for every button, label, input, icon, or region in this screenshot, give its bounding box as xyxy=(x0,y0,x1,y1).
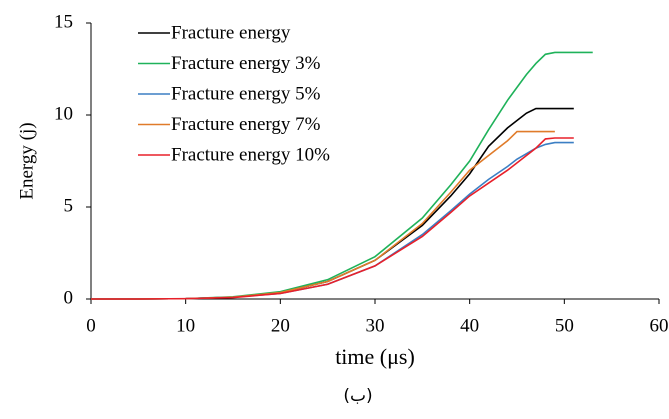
legend-label: Fracture energy 10% xyxy=(171,144,330,165)
legend-label: Fracture energy 5% xyxy=(171,83,321,104)
caption: (ب) xyxy=(343,386,372,406)
series-line xyxy=(91,137,574,300)
series-line xyxy=(91,51,593,300)
y-tick-label: 5 xyxy=(64,195,74,216)
legend-label: Fracture energy xyxy=(171,22,291,43)
x-tick-label: 40 xyxy=(460,315,479,336)
series-line xyxy=(91,107,574,300)
x-tick-label: 10 xyxy=(176,315,195,336)
y-axis-label: Energy (j) xyxy=(16,122,37,199)
y-tick-label: 15 xyxy=(54,11,73,32)
legend-label: Fracture energy 3% xyxy=(171,53,321,74)
y-tick-label: 0 xyxy=(64,287,74,308)
x-axis-label: time (μs) xyxy=(335,344,415,369)
y-tick-label: 10 xyxy=(54,103,73,124)
x-tick-label: 20 xyxy=(271,315,290,336)
legend-label: Fracture energy 7% xyxy=(171,114,321,135)
x-tick-label: 30 xyxy=(366,315,385,336)
x-tick-label: 60 xyxy=(650,315,669,336)
x-tick-label: 50 xyxy=(555,315,574,336)
x-tick-label: 0 xyxy=(86,315,96,336)
series-line xyxy=(91,141,574,300)
